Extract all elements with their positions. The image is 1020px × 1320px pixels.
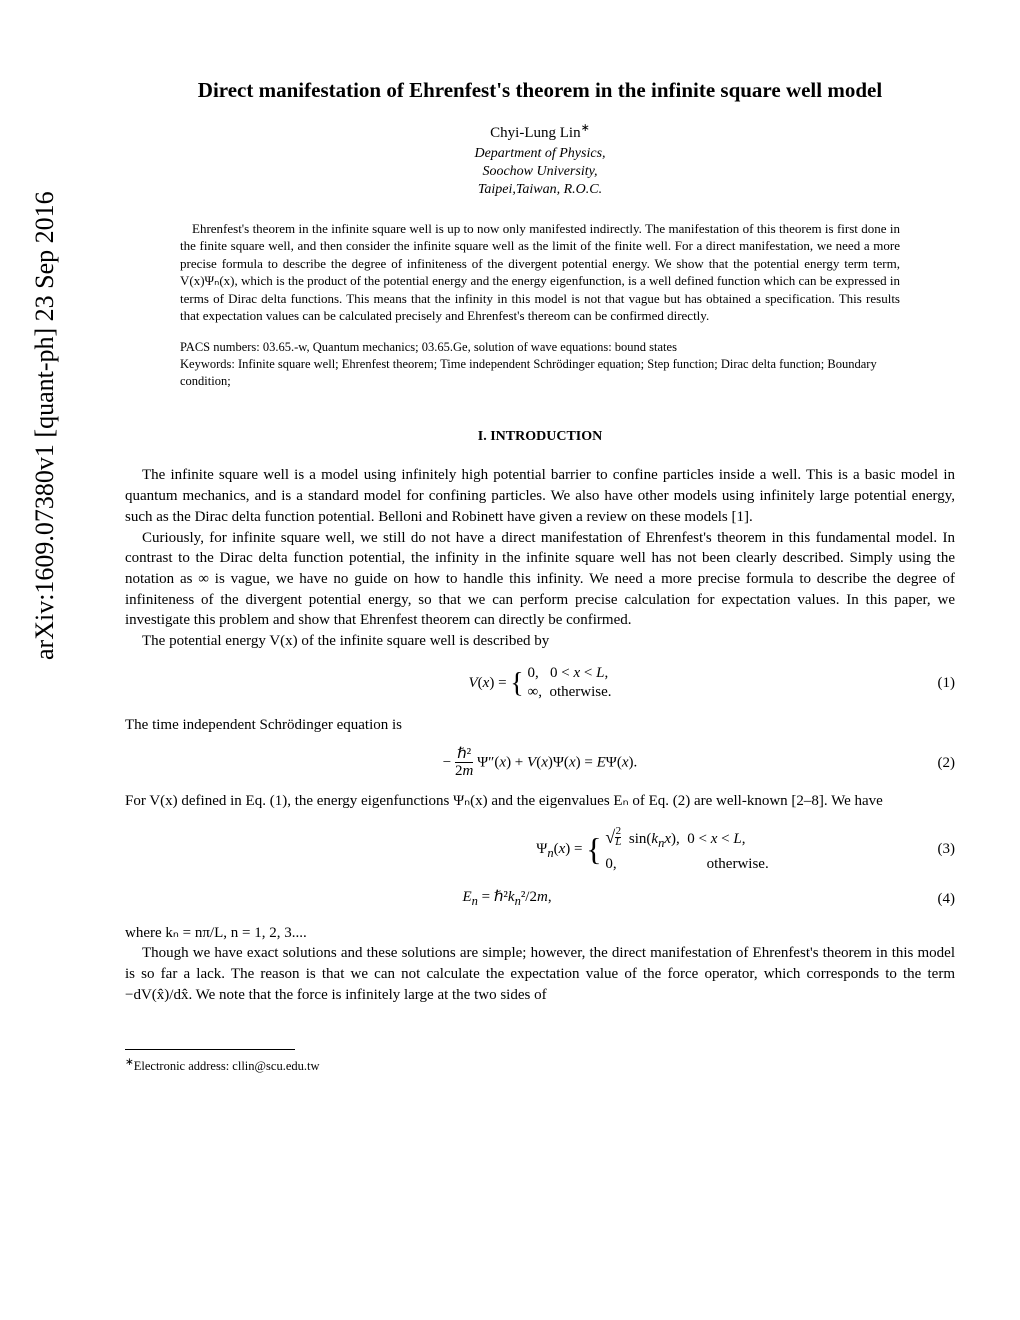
author-name: Chyi-Lung Lin [490,125,580,141]
author-footnote-marker: ∗ [581,122,590,134]
section-heading: I. INTRODUCTION [125,429,955,445]
footnote-marker: ∗ [125,1057,134,1068]
affiliation-line3: Taipei,Taiwan, R.O.C. [478,182,602,197]
paragraph-2: Curiously, for infinite square well, we … [125,528,955,631]
author-line: Chyi-Lung Lin∗ [125,121,955,142]
affiliation-line1: Department of Physics, [474,146,605,161]
equation-4-number: (4) [938,889,956,910]
paragraph-4: The time independent Schrödinger equatio… [125,715,955,736]
equation-1-body: V(x) = { 0, 0 < x < L,∞, otherwise. [468,664,611,703]
paper-content: Direct manifestation of Ehrenfest's theo… [125,0,955,1074]
equation-3-body: Ψn(x) = { √2L sin(knx), 0 < x < L,0, oth… [536,824,768,875]
equation-2: − ℏ²2m Ψ″(x) + V(x)Ψ(x) = EΨ(x). (2) [125,747,955,779]
abstract-text: Ehrenfest's theorem in the infinite squa… [180,220,900,325]
equation-1-number: (1) [938,673,956,694]
affiliation-line2: Soochow University, [482,164,597,179]
equation-1: V(x) = { 0, 0 < x < L,∞, otherwise. (1) [125,664,955,703]
equation-3-number: (3) [938,839,956,860]
body-text: The infinite square well is a model usin… [125,465,955,1005]
paper-title: Direct manifestation of Ehrenfest's theo… [125,78,955,103]
arxiv-identifier: arXiv:1609.07380v1 [quant-ph] 23 Sep 201… [30,191,60,660]
equation-2-body: − ℏ²2m Ψ″(x) + V(x)Ψ(x) = EΨ(x). [443,747,637,779]
abstract: Ehrenfest's theorem in the infinite squa… [180,220,900,325]
paragraph-6: where kₙ = nπ/L, n = 1, 2, 3.... [125,923,955,944]
paragraph-1: The infinite square well is a model usin… [125,465,955,527]
affiliation: Department of Physics, Soochow Universit… [125,145,955,200]
equation-3: Ψn(x) = { √2L sin(knx), 0 < x < L,0, oth… [125,824,955,875]
paragraph-3: The potential energy V(x) of the infinit… [125,631,955,652]
equation-4: En = ℏ²kn²/2m, (4) [125,887,955,910]
footnote-rule [125,1049,295,1050]
footnote-text: Electronic address: cllin@scu.edu.tw [134,1059,320,1073]
equation-4-body: En = ℏ²kn²/2m, [463,887,843,910]
equation-2-number: (2) [938,753,956,774]
footnote: ∗Electronic address: cllin@scu.edu.tw [125,1056,955,1074]
pacs-numbers: PACS numbers: 03.65.-w, Quantum mechanic… [180,339,900,356]
keywords: Keywords: Infinite square well; Ehrenfes… [180,356,900,390]
paragraph-7: Though we have exact solutions and these… [125,943,955,1005]
paragraph-5: For V(x) defined in Eq. (1), the energy … [125,791,955,812]
pacs-keywords-block: PACS numbers: 03.65.-w, Quantum mechanic… [180,339,900,390]
